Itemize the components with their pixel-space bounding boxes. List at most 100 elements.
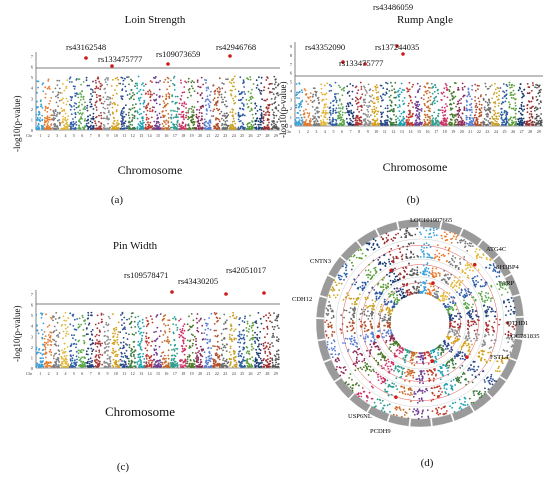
y-tick-label: 6 xyxy=(290,71,293,76)
snp-point xyxy=(153,358,156,361)
snp-point xyxy=(298,102,300,105)
snp-point xyxy=(234,122,237,125)
y-tick-label: 4 xyxy=(31,86,34,91)
snp-point xyxy=(59,364,61,366)
snp-point xyxy=(125,113,127,116)
snp-point xyxy=(410,99,412,102)
snp-point xyxy=(242,108,245,111)
snp-point xyxy=(276,128,279,130)
snp-point xyxy=(316,120,319,123)
snp-point xyxy=(136,84,139,87)
snp-point xyxy=(298,119,301,121)
snp-point xyxy=(313,99,316,102)
snp-point xyxy=(267,114,270,116)
snp-point xyxy=(116,338,119,341)
y-tick-label: 6 xyxy=(31,303,34,308)
snp-point xyxy=(142,331,145,334)
snp-point xyxy=(232,114,234,117)
snp-point xyxy=(117,360,120,362)
snp-point xyxy=(204,338,207,341)
snp-point xyxy=(316,106,318,109)
snp-point xyxy=(168,340,171,342)
snp-point xyxy=(536,119,538,122)
chromosome-tick-label: 10 xyxy=(114,371,118,376)
snp-point xyxy=(426,123,428,126)
snp-point xyxy=(133,350,135,353)
snp-point xyxy=(181,102,184,105)
snp-point xyxy=(304,122,307,125)
snp-point xyxy=(260,112,263,115)
snp-point xyxy=(140,341,142,343)
snp-point xyxy=(193,360,196,363)
snp-point xyxy=(373,122,376,124)
snp-point xyxy=(338,117,341,119)
snp-point xyxy=(415,113,418,116)
snp-point xyxy=(296,97,298,99)
snp-point xyxy=(207,327,210,330)
snp-point xyxy=(418,124,421,126)
snp-point xyxy=(48,336,51,339)
snp-point xyxy=(42,82,45,84)
snp-point xyxy=(331,117,334,119)
snp-point xyxy=(166,365,169,368)
snp-point xyxy=(125,90,127,93)
snp-point xyxy=(114,89,116,91)
snp-point xyxy=(57,359,60,362)
snp-point xyxy=(419,85,421,88)
snp-point xyxy=(120,355,123,358)
snp-point xyxy=(78,317,81,320)
snp-point xyxy=(67,128,70,130)
snp-point xyxy=(80,90,83,93)
snp-point xyxy=(98,351,101,353)
snp-point xyxy=(468,108,471,111)
chromosome-tick-label: 28 xyxy=(528,129,532,134)
snp-point xyxy=(523,122,525,124)
snp-point xyxy=(75,355,78,358)
snp-point xyxy=(137,330,140,333)
snp-point xyxy=(218,126,220,129)
snp-point xyxy=(484,82,487,85)
snp-point xyxy=(259,126,261,129)
snp-point xyxy=(461,120,464,122)
chromosome-tick-label: 22 xyxy=(215,133,219,138)
snp-point xyxy=(89,101,91,103)
snp-point xyxy=(182,116,185,119)
snp-point xyxy=(126,357,129,360)
snp-point xyxy=(517,89,520,92)
snp-point xyxy=(334,111,337,114)
snp-point xyxy=(167,121,170,124)
snp-point xyxy=(341,114,344,116)
snp-point xyxy=(351,120,354,123)
snp-point xyxy=(226,319,228,322)
snp-point xyxy=(176,121,179,124)
snp-point xyxy=(398,104,401,106)
snp-point xyxy=(121,108,124,110)
snp-point xyxy=(402,121,405,123)
snp-point xyxy=(113,339,115,342)
snp-point xyxy=(538,86,540,88)
snp-point xyxy=(191,344,194,347)
snp-point xyxy=(476,84,479,87)
snp-point xyxy=(186,339,189,342)
snp-point xyxy=(82,98,85,101)
snp-point xyxy=(216,117,219,120)
snp-point xyxy=(453,96,455,99)
snp-point xyxy=(69,345,72,348)
snp-point xyxy=(514,98,516,101)
snp-point xyxy=(503,111,506,114)
snp-point xyxy=(315,95,317,97)
snp-point xyxy=(471,88,473,91)
snp-point xyxy=(58,112,61,115)
snp-point xyxy=(429,103,432,106)
snp-point xyxy=(128,333,130,336)
snp-point xyxy=(47,86,50,89)
snp-point xyxy=(94,79,97,82)
snp-point xyxy=(382,99,384,101)
snp-point xyxy=(329,112,332,115)
snp-point xyxy=(177,116,179,118)
snp-point xyxy=(125,332,128,334)
snp-point xyxy=(480,104,483,106)
snp-point xyxy=(130,366,133,368)
snp-point xyxy=(458,114,461,117)
snp-point xyxy=(539,107,542,109)
